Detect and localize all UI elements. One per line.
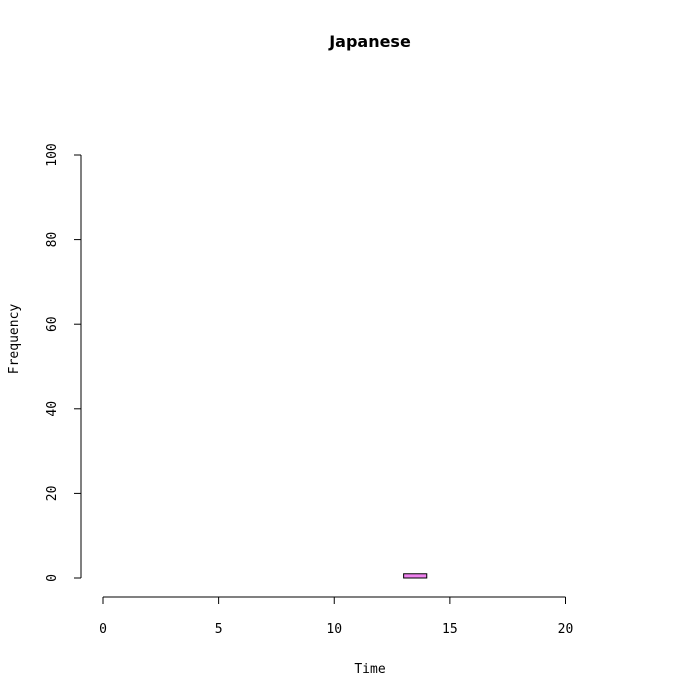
y-tick-label: 0 xyxy=(45,574,60,582)
x-tick-label: 5 xyxy=(215,622,223,637)
y-tick-label: 20 xyxy=(45,486,60,502)
bars-layer xyxy=(403,573,428,579)
y-tick-label: 60 xyxy=(45,316,60,332)
y-axis-title: Frequency xyxy=(7,304,22,375)
y-tick-label: 100 xyxy=(45,143,60,166)
x-tick-label: 10 xyxy=(326,622,342,637)
y-tick-label: 40 xyxy=(45,401,60,417)
x-tick-label: 20 xyxy=(558,622,574,637)
x-tick-label: 15 xyxy=(442,622,458,637)
histogram-bar-13 xyxy=(403,573,428,579)
chart-title: Japanese xyxy=(328,32,411,51)
y-tick-label: 80 xyxy=(45,232,60,248)
x-tick-label: 0 xyxy=(99,622,107,637)
x-axis: 0 5 10 15 20 xyxy=(99,596,574,637)
x-axis-title: Time xyxy=(354,662,385,677)
y-axis: 0 20 40 60 80 100 xyxy=(45,143,82,582)
